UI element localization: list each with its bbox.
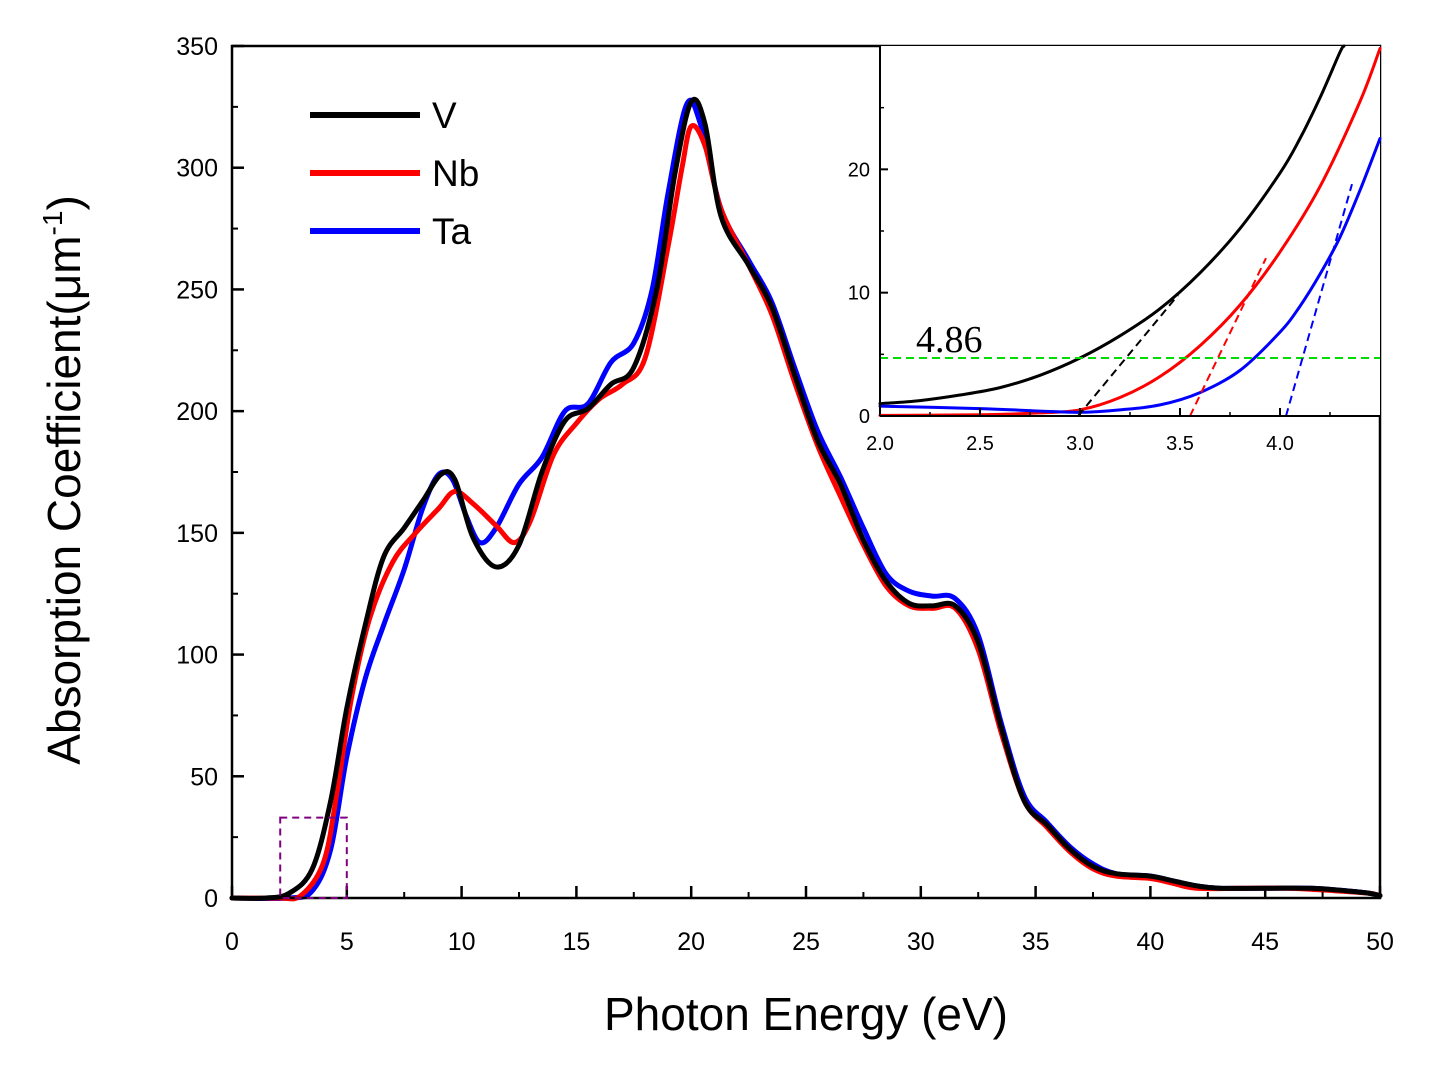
main-x-tick-label: 10 [448,928,476,956]
inset-y-tick-label: 10 [848,283,870,305]
main-series-group [229,96,1383,902]
main-x-tick-label: 0 [225,928,239,956]
inset-plot: 2.0 2.5 3.0 3.5 4.0 0 10 20 4.86 [848,44,1382,455]
inset-series-line-v [878,44,1346,406]
inset-x-tick-label: 2.5 [966,433,994,455]
y-axis-title: Absorption Coefficient(μm-1) [37,195,90,765]
legend-label-ta: Ta [432,211,472,252]
main-y-tick-label: 150 [176,520,218,548]
inset-y-tick-label: 0 [859,406,870,428]
inset-Ta-tangent [1285,183,1353,417]
main-x-tick-label: 25 [792,928,820,956]
main-plot: 0 5 10 15 20 25 30 35 40 45 50 0501001502002503003… [176,33,1394,956]
inset-x-tick-label: 3.0 [1066,433,1094,455]
main-x-ticks: 0 5 10 15 20 25 30 35 40 45 50 [225,886,1394,956]
inset-x-tick-label: 2.0 [866,433,894,455]
main-x-tick-label: 5 [340,928,354,956]
zoom-region-rect [279,816,348,900]
main-x-tick-label: 40 [1136,928,1164,956]
main-y-tick-label: 200 [176,398,218,426]
main-y-tick-label: 350 [176,33,218,61]
x-axis-title: Photon Energy (eV) [604,988,1008,1040]
main-x-tick-label: 30 [907,928,935,956]
main-x-tick-label: 20 [677,928,705,956]
inset-V-tangent [1077,294,1179,417]
inset-x-tick-label: 4.0 [1266,433,1294,455]
main-y-tick-label: 0 [204,885,218,913]
zoom-region-box [279,816,348,900]
y-axis-title-close: ) [38,195,90,210]
inset-series-line-nb [878,46,1382,417]
main-y-ticks: 0 50 100 150 200 250 300 350 [176,33,244,913]
main-x-tick-label: 45 [1251,928,1279,956]
main-x-tick-label: 35 [1022,928,1050,956]
inset-annotation-value: 4.86 [916,319,983,361]
legend-label-nb: Nb [432,153,479,194]
main-y-tick-label: 300 [176,155,218,183]
legend: V Nb Ta [310,95,479,252]
main-x-tick-label: 50 [1366,928,1394,956]
y-axis-title-superscript: -1 [37,211,68,236]
main-x-tick-label: 15 [562,928,590,956]
main-series-line-v [229,96,1383,901]
inset-Nb-tangent [1189,257,1267,417]
inset-x-tick-label: 3.5 [1166,433,1194,455]
main-y-tick-label: 100 [176,642,218,670]
main-y-tick-label: 250 [176,276,218,304]
inset-y-tick-label: 20 [848,159,870,181]
inset-series-group [878,44,1382,417]
inset-series-line-ta [878,137,1382,414]
main-y-tick-label: 50 [190,763,218,791]
legend-label-v: V [432,95,457,136]
y-axis-title-main: Absorption Coefficient(μm [38,235,90,764]
